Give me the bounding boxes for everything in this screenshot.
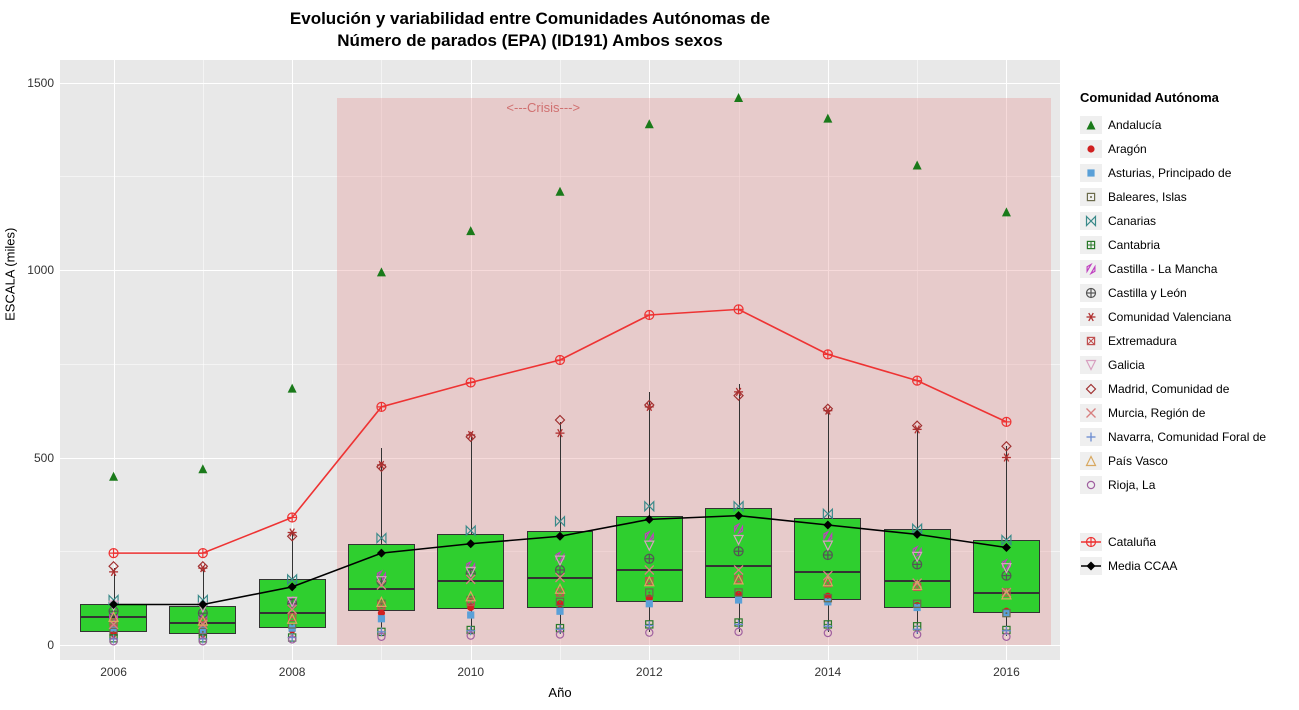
boxplot-box: [348, 544, 415, 612]
crisis-label: <---Crisis--->: [506, 100, 580, 115]
legend-title: Comunidad Autónoma: [1080, 90, 1266, 105]
y-tick-label: 0: [4, 638, 54, 652]
boxplot-box: [259, 579, 326, 628]
legend-item: Aragón: [1080, 137, 1266, 161]
x-tick-label: 2012: [636, 665, 663, 679]
legend-label: Navarra, Comunidad Foral de: [1108, 430, 1266, 444]
x-axis-label: Año: [60, 685, 1060, 700]
y-tick-label: 500: [4, 451, 54, 465]
legend-item: Andalucía: [1080, 113, 1266, 137]
chart-title: Evolución y variabilidad entre Comunidad…: [0, 8, 1060, 52]
boxplot-box: [794, 518, 861, 601]
legend-item: Asturias, Principado de: [1080, 161, 1266, 185]
boxplot-box: [973, 540, 1040, 613]
legend-label: Asturias, Principado de: [1108, 166, 1231, 180]
legend-communities: Comunidad Autónoma Andalucía Aragón Asturi…: [1080, 90, 1266, 497]
y-tick-label: 1500: [4, 76, 54, 90]
boxplot-box: [169, 606, 236, 634]
x-tick-label: 2014: [814, 665, 841, 679]
legend-item: País Vasco: [1080, 449, 1266, 473]
boxplot-box: [527, 531, 594, 608]
legend-label: País Vasco: [1108, 454, 1168, 468]
legend-item: Rioja, La: [1080, 473, 1266, 497]
legend-item: Media CCAA: [1080, 554, 1177, 578]
legend-label: Murcia, Región de: [1108, 406, 1205, 420]
legend-series: Cataluña Media CCAA: [1080, 530, 1177, 578]
y-tick-label: 1000: [4, 263, 54, 277]
legend-label: Comunidad Valenciana: [1108, 310, 1231, 324]
legend-item: Madrid, Comunidad de: [1080, 377, 1266, 401]
legend-item: Canarias: [1080, 209, 1266, 233]
legend-item: Comunidad Valenciana: [1080, 305, 1266, 329]
legend-label: Andalucía: [1108, 118, 1161, 132]
legend-label: Media CCAA: [1108, 559, 1177, 573]
title-line2: Número de parados (EPA) (ID191) Ambos se…: [337, 31, 722, 50]
plot-area: <---Crisis--->: [60, 60, 1060, 660]
legend-label: Castilla - La Mancha: [1108, 262, 1217, 276]
x-tick-label: 2006: [100, 665, 127, 679]
legend-item: Murcia, Región de: [1080, 401, 1266, 425]
legend-label: Aragón: [1108, 142, 1147, 156]
legend-item: Cantabria: [1080, 233, 1266, 257]
boxplot-box: [437, 534, 504, 609]
x-tick-label: 2008: [279, 665, 306, 679]
legend-item: Castilla - La Mancha: [1080, 257, 1266, 281]
legend-item: Cataluña: [1080, 530, 1177, 554]
legend-label: Cataluña: [1108, 535, 1156, 549]
x-tick-label: 2016: [993, 665, 1020, 679]
legend-item: Extremadura: [1080, 329, 1266, 353]
legend-label: Extremadura: [1108, 334, 1177, 348]
legend-label: Galicia: [1108, 358, 1145, 372]
legend-label: Cantabria: [1108, 238, 1160, 252]
legend-label: Baleares, Islas: [1108, 190, 1187, 204]
legend-label: Castilla y León: [1108, 286, 1187, 300]
chart-container: Evolución y variabilidad entre Comunidad…: [0, 0, 1299, 710]
title-line1: Evolución y variabilidad entre Comunidad…: [290, 9, 770, 28]
boxplot-box: [616, 516, 683, 602]
legend-item: Baleares, Islas: [1080, 185, 1266, 209]
legend-label: Madrid, Comunidad de: [1108, 382, 1229, 396]
legend-item: Galicia: [1080, 353, 1266, 377]
boxplot-box: [884, 529, 951, 608]
legend-item: Navarra, Comunidad Foral de: [1080, 425, 1266, 449]
legend-item: Castilla y León: [1080, 281, 1266, 305]
legend-label: Canarias: [1108, 214, 1156, 228]
legend-label: Rioja, La: [1108, 478, 1155, 492]
boxplot-box: [705, 508, 772, 598]
x-tick-label: 2010: [457, 665, 484, 679]
